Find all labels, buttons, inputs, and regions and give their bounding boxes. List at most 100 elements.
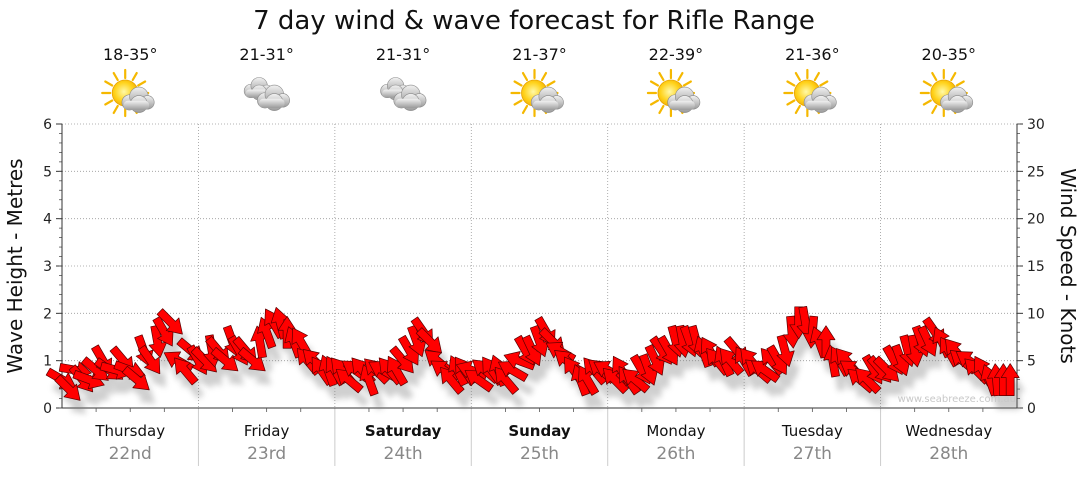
day-temperature: 20-35° [922, 45, 977, 64]
chart-title: 7 day wind & wave forecast for Rifle Ran… [253, 6, 815, 36]
wind-arrow [719, 348, 745, 376]
wind-arrow [639, 353, 659, 386]
cloud-base [395, 98, 421, 109]
day-name: Wednesday [905, 422, 992, 440]
cloud-shape [393, 84, 427, 111]
sun-ray [131, 71, 138, 82]
grid-layer [62, 123, 1017, 466]
sun-ray [540, 71, 548, 82]
cloud-shape [667, 86, 701, 113]
wind-arrow [440, 366, 465, 395]
wind-arrow [1000, 363, 1020, 396]
day-footer-layer: Thursday 22nd Friday 23rd Saturday 24th Sunday… [94, 422, 992, 464]
cloud-base [942, 100, 968, 111]
sun-ray [931, 71, 938, 82]
wind-arrow [498, 360, 529, 382]
sun-cloud-icon [919, 68, 974, 118]
sun-ray [649, 99, 660, 106]
day-temperature: 18-35° [103, 45, 158, 64]
y-tick-left: 0 [43, 401, 52, 417]
y-axis-left-label: Wave Height - Metres [3, 158, 27, 373]
day-date: 28th [929, 444, 968, 464]
wind-arrow [237, 346, 266, 372]
y-tick-right: 20 [1027, 212, 1045, 228]
cloud-shape [803, 86, 837, 113]
y-tick-left: 3 [43, 259, 52, 275]
wind-arrow [148, 324, 168, 358]
sun-ray [521, 104, 529, 115]
wind-arrow [121, 365, 150, 391]
sun-ray [931, 104, 938, 115]
y-tick-left: 6 [43, 117, 52, 133]
cloud-icon [380, 77, 427, 111]
day-header-layer: 18-35° 21-31° 21-31° 21-37° 22-39° 21-36° 20-3… [101, 45, 977, 118]
wind-arrow [54, 374, 81, 401]
sun-ray [950, 71, 957, 82]
y-tick-right: 25 [1027, 164, 1045, 180]
day-date: 22nd [109, 444, 152, 464]
day-date: 24th [384, 444, 423, 464]
cloud-shape [940, 86, 974, 113]
sun-cloud-icon [510, 68, 564, 118]
cloud-base [259, 98, 285, 109]
wind-arrow [156, 308, 183, 335]
y-tick-left: 5 [43, 164, 52, 180]
sun-cloud-icon [783, 68, 837, 118]
y-tick-left: 4 [43, 212, 52, 228]
cloud-base [123, 100, 150, 111]
sun-ray [786, 80, 796, 87]
wind-arrow [335, 368, 364, 394]
day-name: Thursday [94, 422, 165, 440]
sun-ray [794, 71, 801, 82]
wind-arrow [855, 367, 882, 395]
sun-ray [521, 71, 529, 82]
cloud-base [669, 100, 695, 111]
wind-arrow [529, 324, 549, 358]
sun-ray [112, 104, 119, 115]
sun-ray [546, 80, 556, 87]
wind-arrow [622, 368, 651, 394]
sun-ray [794, 104, 801, 115]
wind-arrow [137, 344, 161, 375]
sun-ray [922, 80, 932, 87]
day-name: Friday [244, 422, 290, 440]
day-temperature: 21-31° [376, 45, 431, 64]
wind-arrow [210, 346, 239, 372]
wind-arrow-layer [45, 305, 1020, 401]
sun-ray [513, 80, 523, 87]
sun-ray [104, 80, 114, 87]
sun-cloud-icon [101, 68, 155, 118]
day-name: Sunday [508, 422, 571, 440]
wind-arrow-shadow [342, 383, 370, 407]
cloud-base [532, 100, 559, 111]
sun-ray [658, 71, 665, 82]
y-tick-right: 10 [1027, 306, 1045, 322]
axis-layer: 0 1 2 3 4 5 6 0 5 10 15 20 25 30 [43, 117, 1045, 417]
wind-arrow [464, 370, 494, 393]
y-tick-right: 30 [1027, 117, 1045, 133]
day-name: Tuesday [781, 422, 843, 440]
cloud-icon [243, 77, 290, 111]
day-date: 26th [656, 444, 695, 464]
day-temperature: 21-37° [512, 45, 567, 64]
sun-ray [677, 71, 684, 82]
sun-ray [649, 80, 660, 87]
y-tick-right: 0 [1027, 401, 1036, 417]
sun-ray [813, 71, 820, 82]
wind-arrow [905, 334, 925, 368]
wind-arrow [174, 357, 199, 386]
sun-ray [955, 80, 965, 87]
sun-ray [112, 71, 119, 82]
sun-ray [137, 80, 147, 87]
sun-ray [786, 99, 796, 106]
wind-arrow [776, 334, 795, 368]
sun-rays [510, 68, 559, 118]
day-temperature: 22-39° [649, 45, 704, 64]
day-date: 25th [520, 444, 559, 464]
y-tick-right: 5 [1027, 354, 1036, 370]
sun-ray [104, 99, 114, 106]
y-tick-right: 15 [1027, 259, 1045, 275]
cloud-shape [257, 84, 290, 111]
wind-arrow [407, 324, 427, 358]
